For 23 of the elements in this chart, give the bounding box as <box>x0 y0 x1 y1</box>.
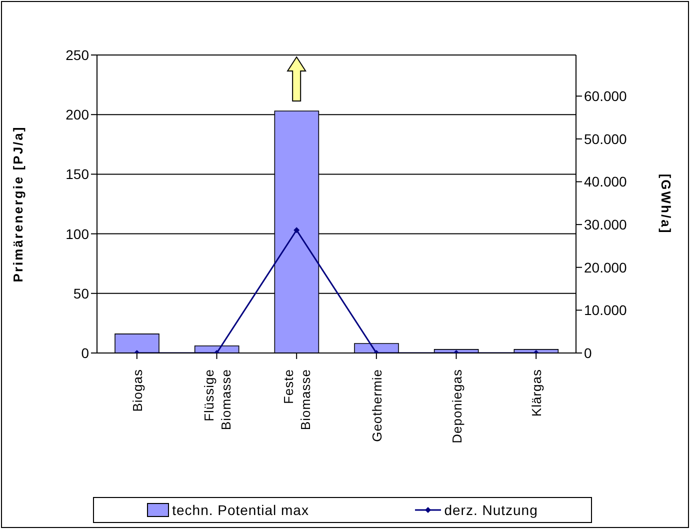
y2-tick-label: 30.000 <box>584 216 628 233</box>
y-tick-label: 0 <box>81 344 90 361</box>
y-tick-label: 50 <box>73 285 90 302</box>
x-tick-label: Klärgas <box>529 369 544 417</box>
y2-tick-label: 40.000 <box>584 174 628 190</box>
x-tick-label: Deponiegas <box>449 369 464 444</box>
y-tick-label: 100 <box>66 226 90 242</box>
y2-axis-title: [GWh/a] <box>658 174 674 234</box>
legend-label: derz. Nutzung <box>444 502 538 518</box>
legend-label: techn. Potential max <box>172 502 309 518</box>
y-tick-label: 150 <box>66 166 90 182</box>
x-tick-label: Biogas <box>130 369 145 412</box>
x-tick-label: Feste Biomasse <box>281 369 314 430</box>
x-tick-label: Geothermie <box>369 369 384 442</box>
y-tick-label: 200 <box>66 106 90 123</box>
x-tick-label: Flüssige Biomasse <box>201 369 234 430</box>
y2-tick-label: 10.000 <box>584 302 628 318</box>
y-tick-label: 250 <box>66 46 90 63</box>
y2-tick-label: 20.000 <box>584 259 628 276</box>
y2-tick-label: 60.000 <box>584 88 628 104</box>
y2-tick-label: 50.000 <box>584 130 628 147</box>
y-axis-title: Primärenergie [PJ/a] <box>10 126 26 282</box>
y2-tick-label: 0 <box>584 344 592 361</box>
